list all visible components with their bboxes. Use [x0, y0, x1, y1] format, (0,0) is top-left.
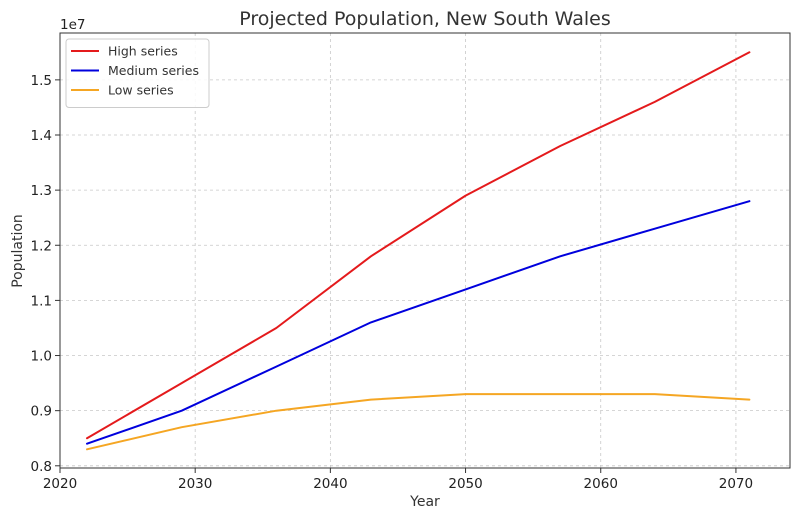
legend-box: [65, 38, 210, 108]
series-line-medium-series: [86, 200, 751, 445]
y-tick-label: 1.2: [31, 238, 52, 254]
y-tick-label: 0.8: [31, 459, 52, 475]
y-offset-text: 1e7: [60, 17, 85, 33]
y-tick-label: 0.9: [31, 404, 52, 420]
x-tick-label: 2030: [178, 476, 212, 492]
y-tick-label: 1.3: [31, 183, 52, 199]
x-tick-label: 2070: [719, 476, 753, 492]
plot-frame: [59, 32, 791, 469]
legend-label: High series: [108, 44, 178, 59]
y-axis-label: Population: [10, 214, 26, 288]
x-axis-label: Year: [409, 494, 440, 510]
series-line-low-series: [86, 393, 751, 451]
x-tick-label: 2020: [43, 476, 77, 492]
legend: High series Medium series Low series: [65, 38, 210, 108]
x-tick-label: 2050: [448, 476, 482, 492]
x-tick-label: 2060: [584, 476, 618, 492]
series-lines: [86, 51, 751, 451]
y-tick-label: 1.5: [31, 73, 52, 89]
chart-title: Projected Population, New South Wales: [239, 8, 611, 30]
legend-label: Medium series: [108, 63, 199, 78]
y-axis: 0.8 0.9 1.0 1.1 1.2 1.3 1.4 1.5: [31, 73, 60, 475]
grid: [59, 33, 790, 468]
series-line-high-series: [86, 51, 751, 440]
y-tick-label: 1.1: [31, 293, 52, 309]
y-tick-label: 1.4: [31, 128, 52, 144]
x-axis: 2020 2030 2040 2050 2060 2070: [43, 468, 753, 492]
legend-label: Low series: [108, 83, 174, 98]
y-tick-label: 1.0: [31, 349, 52, 365]
x-tick-label: 2040: [313, 476, 347, 492]
